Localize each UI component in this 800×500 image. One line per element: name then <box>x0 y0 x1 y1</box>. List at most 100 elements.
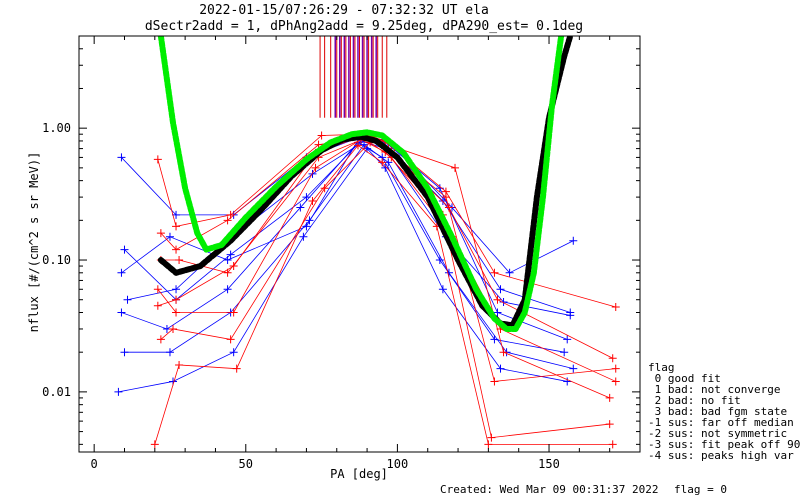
fit-curve <box>157 36 565 332</box>
y-tick-label: 0.01 <box>42 385 71 399</box>
sample-point <box>153 155 162 164</box>
sample-point <box>496 364 505 373</box>
y-tick-label: 0.10 <box>42 253 71 267</box>
sample-point <box>120 245 129 254</box>
sample-point <box>438 285 447 294</box>
sample-point <box>435 184 444 193</box>
sample-line <box>124 144 574 370</box>
sample-point <box>117 153 126 162</box>
sample-point <box>611 303 620 312</box>
sample-point <box>175 360 184 369</box>
sample-point <box>381 163 390 172</box>
legend-entry-5: -2 sus: not symmetric <box>648 427 787 440</box>
sample-point <box>223 268 232 277</box>
sample-point <box>493 295 502 304</box>
sample-point <box>451 163 460 172</box>
legend-entry-7: -4 sus: peaks high var <box>648 449 794 462</box>
sample-point <box>223 216 232 225</box>
sample-point <box>484 440 493 449</box>
sample-point <box>569 364 578 373</box>
sample-point <box>175 256 184 265</box>
sample-point <box>605 393 614 402</box>
x-tick-label: 150 <box>538 457 560 471</box>
chart-subtitle: dSectr2add = 1, dPhAng2add = 9.25deg, dP… <box>145 19 583 34</box>
legend-entry-4: -1 sus: far off median <box>648 416 794 429</box>
sample-point <box>435 256 444 265</box>
sample-point <box>229 308 238 317</box>
sample-point <box>299 232 308 241</box>
sample-point <box>505 268 514 277</box>
sample-point <box>560 348 569 357</box>
created-footer: Created: Wed Mar 09 00:31:37 2022 <box>440 483 659 496</box>
x-axis-label: PA [deg] <box>330 467 388 481</box>
sample-point <box>608 354 617 363</box>
sample-point <box>172 210 181 219</box>
sample-point <box>493 308 502 317</box>
plot-area: 0 50 100 150 1.00 0.10 0.01 <box>42 35 641 471</box>
legend-entry-0: 0 good fit <box>648 372 721 385</box>
marker-ticks <box>319 36 388 118</box>
fit-curve <box>157 36 574 329</box>
sample-point <box>441 193 450 202</box>
sample-point <box>165 348 174 357</box>
sample-point <box>378 158 387 167</box>
sample-point <box>490 377 499 386</box>
sample-point <box>302 222 311 231</box>
x-tick-label: 50 <box>239 457 253 471</box>
sample-point <box>172 285 181 294</box>
sample-point <box>172 295 181 304</box>
sample-point <box>569 236 578 245</box>
sample-point <box>499 348 508 357</box>
x-tick-label: 100 <box>387 457 409 471</box>
flag-status: flag = 0 <box>674 483 727 496</box>
fit-curves <box>157 36 574 332</box>
sample-point <box>223 285 232 294</box>
sample-point <box>150 440 159 449</box>
sample-point <box>496 285 505 294</box>
sample-point <box>226 250 235 259</box>
sample-point <box>611 364 620 373</box>
sample-point <box>172 245 181 254</box>
sample-point <box>490 268 499 277</box>
sample-point <box>156 229 165 238</box>
sample-point <box>311 163 320 172</box>
sample-point <box>317 131 326 140</box>
sample-line <box>121 135 568 340</box>
axes: 0 50 100 150 1.00 0.10 0.01 <box>42 35 640 471</box>
sample-point <box>117 308 126 317</box>
sample-point <box>229 262 238 271</box>
chart-title: 2022-01-15/07:26:29 - 07:32:32 UT ela <box>199 3 489 18</box>
sample-point <box>117 268 126 277</box>
sample-point <box>499 298 508 307</box>
sample-point <box>120 348 129 357</box>
sample-point <box>172 222 181 231</box>
sample-point <box>232 364 241 373</box>
legend-entry-6: -3 sus: fit peak off 90 <box>648 438 800 451</box>
sample-point <box>123 295 132 304</box>
sample-point <box>566 311 575 320</box>
sample-point <box>305 216 314 225</box>
sample-point <box>353 141 362 150</box>
sample-point <box>172 308 181 317</box>
sample-point <box>444 268 453 277</box>
y-axis-label: nflux [#/(cm^2 s sr MeV)] <box>27 152 41 333</box>
legend-title: flag <box>648 361 675 374</box>
sample-point <box>223 256 232 265</box>
plot-frame <box>78 35 641 453</box>
legend-entry-2: 2 bad: no fit <box>648 394 741 407</box>
sample-point <box>308 197 317 206</box>
sample-point <box>165 232 174 241</box>
legend-entry-1: 1 bad: not converge <box>648 383 780 396</box>
sample-point <box>114 387 123 396</box>
sample-point <box>611 377 620 386</box>
sample-line <box>121 136 571 313</box>
y-tick-label: 1.00 <box>42 121 71 135</box>
flag-legend: flag 0 good fit 1 bad: not converge 2 ba… <box>648 361 800 462</box>
sample-point <box>296 203 305 212</box>
sample-point <box>169 324 178 333</box>
sample-point <box>229 348 238 357</box>
sample-point <box>487 433 496 442</box>
sample-point <box>563 377 572 386</box>
sample-point <box>563 335 572 344</box>
